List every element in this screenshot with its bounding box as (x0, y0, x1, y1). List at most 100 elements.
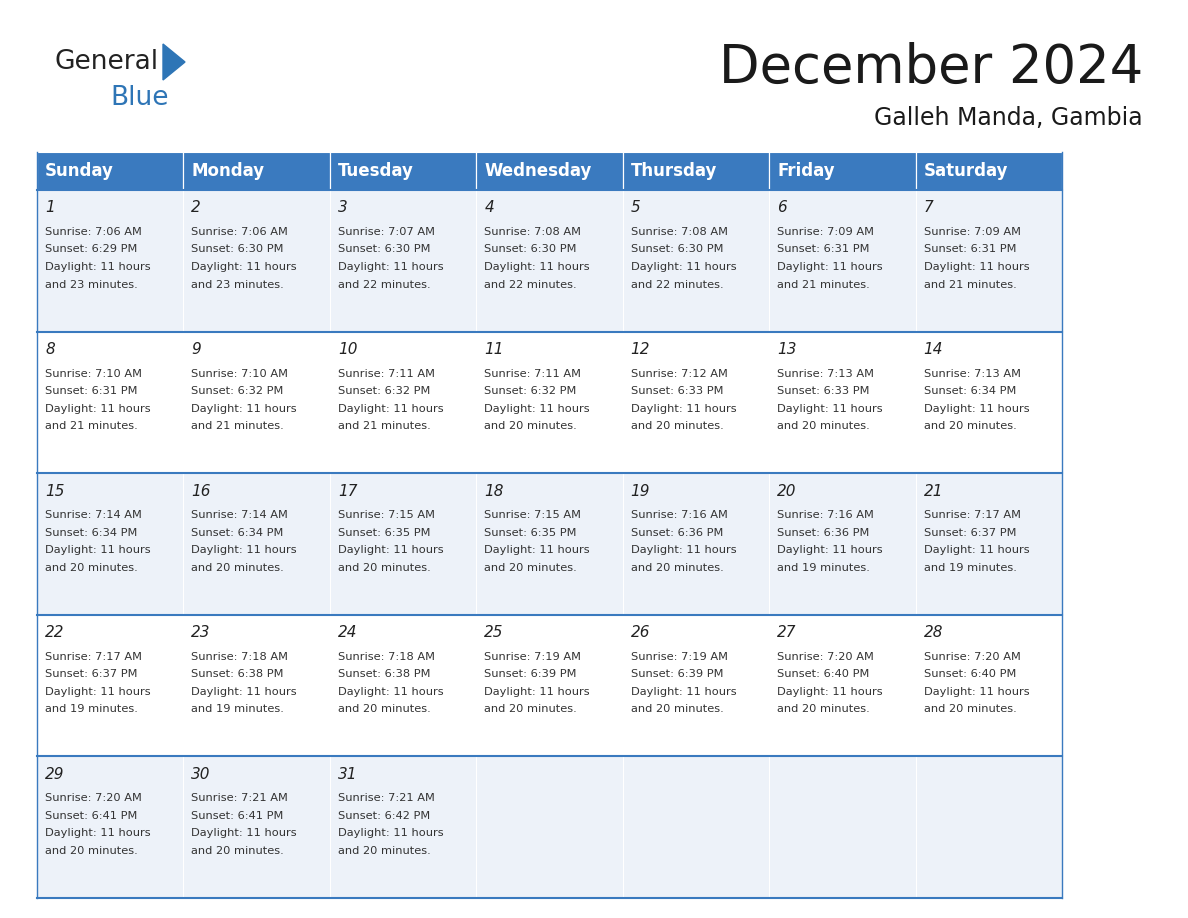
Text: and 23 minutes.: and 23 minutes. (45, 279, 138, 289)
Text: Sunset: 6:34 PM: Sunset: 6:34 PM (191, 528, 284, 538)
Text: and 20 minutes.: and 20 minutes. (191, 845, 284, 856)
Text: Saturday: Saturday (923, 162, 1009, 180)
Text: 22: 22 (45, 625, 64, 640)
Text: Daylight: 11 hours: Daylight: 11 hours (485, 262, 590, 272)
Text: and 21 minutes.: and 21 minutes. (923, 279, 1016, 289)
Text: 16: 16 (191, 484, 211, 498)
Text: General: General (55, 49, 159, 75)
Bar (330, 615, 476, 756)
Text: Sunrise: 7:14 AM: Sunrise: 7:14 AM (45, 510, 141, 521)
Text: Daylight: 11 hours: Daylight: 11 hours (631, 404, 737, 414)
Text: Sunset: 6:35 PM: Sunset: 6:35 PM (337, 528, 430, 538)
Text: 26: 26 (631, 625, 650, 640)
Text: and 19 minutes.: and 19 minutes. (45, 704, 138, 714)
Bar (37, 615, 183, 756)
Text: 27: 27 (777, 625, 797, 640)
Bar (769, 152, 916, 190)
Text: Sunrise: 7:11 AM: Sunrise: 7:11 AM (337, 369, 435, 378)
Text: Sunrise: 7:15 AM: Sunrise: 7:15 AM (337, 510, 435, 521)
Bar (37, 152, 183, 190)
Text: Sunrise: 7:21 AM: Sunrise: 7:21 AM (337, 793, 435, 803)
Text: and 20 minutes.: and 20 minutes. (485, 704, 577, 714)
Text: Sunset: 6:32 PM: Sunset: 6:32 PM (337, 386, 430, 396)
Text: Sunrise: 7:19 AM: Sunrise: 7:19 AM (485, 652, 581, 662)
Text: 14: 14 (923, 342, 943, 357)
Text: Daylight: 11 hours: Daylight: 11 hours (777, 404, 883, 414)
Text: Wednesday: Wednesday (485, 162, 592, 180)
Bar (916, 473, 1062, 615)
Text: Sunset: 6:31 PM: Sunset: 6:31 PM (45, 386, 138, 396)
Text: Daylight: 11 hours: Daylight: 11 hours (45, 687, 151, 697)
Text: Sunrise: 7:20 AM: Sunrise: 7:20 AM (45, 793, 141, 803)
Text: Sunrise: 7:14 AM: Sunrise: 7:14 AM (191, 510, 289, 521)
Text: 29: 29 (45, 767, 64, 782)
Text: December 2024: December 2024 (719, 42, 1143, 94)
Text: Sunset: 6:32 PM: Sunset: 6:32 PM (191, 386, 284, 396)
Text: and 20 minutes.: and 20 minutes. (631, 421, 723, 431)
Text: Sunset: 6:33 PM: Sunset: 6:33 PM (631, 386, 723, 396)
Text: Sunset: 6:30 PM: Sunset: 6:30 PM (631, 244, 723, 254)
Text: 15: 15 (45, 484, 64, 498)
Text: Sunset: 6:30 PM: Sunset: 6:30 PM (337, 244, 430, 254)
Text: Friday: Friday (777, 162, 835, 180)
Text: and 20 minutes.: and 20 minutes. (631, 563, 723, 573)
Text: Sunrise: 7:09 AM: Sunrise: 7:09 AM (777, 227, 874, 237)
Text: and 20 minutes.: and 20 minutes. (337, 704, 430, 714)
Text: Daylight: 11 hours: Daylight: 11 hours (45, 262, 151, 272)
Text: Sunrise: 7:16 AM: Sunrise: 7:16 AM (631, 510, 727, 521)
Text: 30: 30 (191, 767, 211, 782)
Text: Sunrise: 7:09 AM: Sunrise: 7:09 AM (923, 227, 1020, 237)
Bar (37, 190, 183, 331)
Bar (916, 756, 1062, 898)
Text: 9: 9 (191, 342, 201, 357)
Text: Sunset: 6:41 PM: Sunset: 6:41 PM (45, 811, 138, 821)
Text: Sunset: 6:31 PM: Sunset: 6:31 PM (923, 244, 1016, 254)
Bar (183, 152, 330, 190)
Text: Sunset: 6:30 PM: Sunset: 6:30 PM (485, 244, 577, 254)
Text: Sunset: 6:40 PM: Sunset: 6:40 PM (777, 669, 870, 679)
Text: and 19 minutes.: and 19 minutes. (777, 563, 870, 573)
Text: Sunset: 6:41 PM: Sunset: 6:41 PM (191, 811, 284, 821)
Text: and 20 minutes.: and 20 minutes. (923, 704, 1016, 714)
Text: and 19 minutes.: and 19 minutes. (923, 563, 1017, 573)
Text: 3: 3 (337, 200, 348, 216)
Text: Sunrise: 7:10 AM: Sunrise: 7:10 AM (45, 369, 143, 378)
Bar (183, 331, 330, 473)
Text: and 20 minutes.: and 20 minutes. (485, 563, 577, 573)
Text: Daylight: 11 hours: Daylight: 11 hours (191, 262, 297, 272)
Polygon shape (163, 44, 185, 80)
Bar (37, 331, 183, 473)
Text: Sunrise: 7:13 AM: Sunrise: 7:13 AM (777, 369, 874, 378)
Text: Daylight: 11 hours: Daylight: 11 hours (777, 687, 883, 697)
Text: Sunset: 6:40 PM: Sunset: 6:40 PM (923, 669, 1016, 679)
Text: Daylight: 11 hours: Daylight: 11 hours (485, 545, 590, 555)
Text: 18: 18 (485, 484, 504, 498)
Text: Sunrise: 7:18 AM: Sunrise: 7:18 AM (337, 652, 435, 662)
Bar (623, 152, 769, 190)
Text: Galleh Manda, Gambia: Galleh Manda, Gambia (874, 106, 1143, 130)
Bar (476, 473, 623, 615)
Text: Daylight: 11 hours: Daylight: 11 hours (923, 262, 1029, 272)
Bar (769, 615, 916, 756)
Bar (476, 190, 623, 331)
Text: Sunset: 6:42 PM: Sunset: 6:42 PM (337, 811, 430, 821)
Bar (769, 331, 916, 473)
Text: Daylight: 11 hours: Daylight: 11 hours (191, 404, 297, 414)
Bar (183, 615, 330, 756)
Text: Sunrise: 7:12 AM: Sunrise: 7:12 AM (631, 369, 727, 378)
Text: Daylight: 11 hours: Daylight: 11 hours (923, 545, 1029, 555)
Text: Sunrise: 7:16 AM: Sunrise: 7:16 AM (777, 510, 874, 521)
Bar (769, 190, 916, 331)
Bar (769, 756, 916, 898)
Bar (623, 331, 769, 473)
Text: 6: 6 (777, 200, 786, 216)
Text: Sunrise: 7:07 AM: Sunrise: 7:07 AM (337, 227, 435, 237)
Text: Sunset: 6:38 PM: Sunset: 6:38 PM (191, 669, 284, 679)
Text: 1: 1 (45, 200, 55, 216)
Text: Sunset: 6:37 PM: Sunset: 6:37 PM (45, 669, 138, 679)
Text: Daylight: 11 hours: Daylight: 11 hours (191, 828, 297, 838)
Bar (476, 331, 623, 473)
Bar (183, 190, 330, 331)
Text: Daylight: 11 hours: Daylight: 11 hours (45, 828, 151, 838)
Text: 25: 25 (485, 625, 504, 640)
